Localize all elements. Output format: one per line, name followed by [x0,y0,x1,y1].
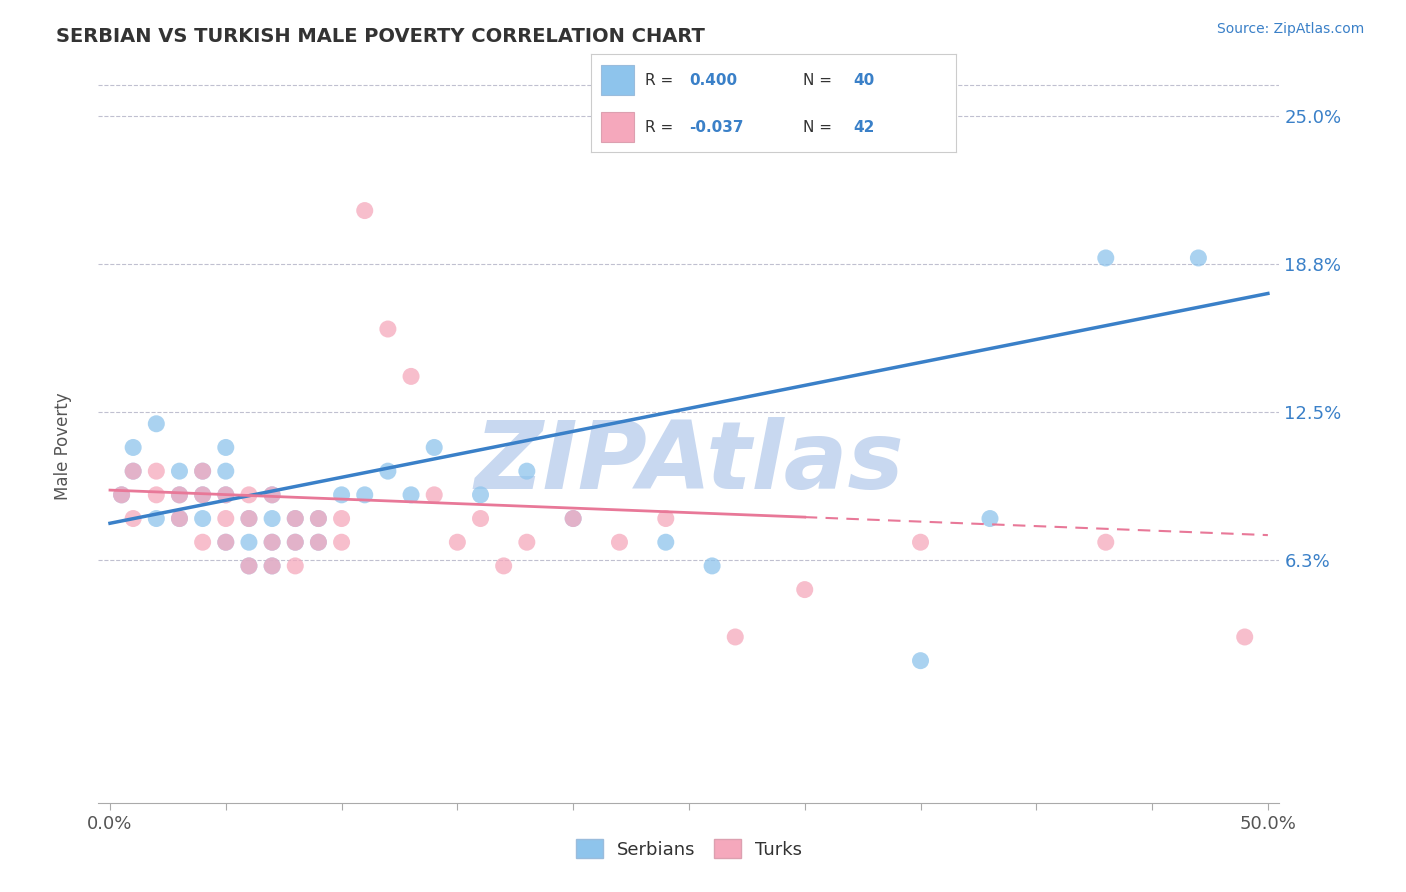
Point [399,369,422,384]
Point [377,322,399,336]
Point [145,488,167,502]
Point [470,488,492,502]
Point [122,511,145,525]
Text: SERBIAN VS TURKISH MALE POVERTY CORRELATION CHART: SERBIAN VS TURKISH MALE POVERTY CORRELAT… [56,27,706,45]
Text: R =: R = [645,72,679,87]
Point [169,488,191,502]
Point [215,535,238,549]
Point [423,441,446,455]
Point [307,535,329,549]
Point [655,535,678,549]
FancyBboxPatch shape [602,112,634,142]
Point [238,535,260,549]
Point [793,582,815,597]
Point [353,203,375,218]
Point [979,511,1001,525]
Point [562,511,585,525]
Point [145,464,167,478]
Point [191,511,214,525]
Point [215,488,238,502]
Point [423,488,446,502]
Point [262,535,284,549]
Point [262,558,284,573]
Point [169,464,191,478]
Text: 0.400: 0.400 [689,72,737,87]
Point [284,535,307,549]
Point [284,558,307,573]
Point [307,535,329,549]
Point [724,630,747,644]
Point [215,511,238,525]
Point [110,488,132,502]
Point [492,558,515,573]
Point [145,511,167,525]
Point [284,535,307,549]
Point [910,535,932,549]
Point [191,488,214,502]
Text: 40: 40 [853,72,875,87]
Point [215,464,238,478]
Point [284,511,307,525]
Point [122,464,145,478]
Point [238,558,260,573]
Point [446,535,468,549]
Text: N =: N = [803,120,837,135]
Point [169,488,191,502]
Point [191,488,214,502]
Point [191,464,214,478]
FancyBboxPatch shape [602,65,634,95]
Point [516,535,538,549]
Point [330,511,353,525]
Point [609,535,631,549]
Text: R =: R = [645,120,679,135]
Point [191,464,214,478]
Point [910,654,932,668]
Point [1233,630,1256,644]
Point [307,511,329,525]
Point [238,511,260,525]
Text: Source: ZipAtlas.com: Source: ZipAtlas.com [1216,22,1364,37]
Point [191,535,214,549]
Point [262,558,284,573]
Point [145,417,167,431]
Point [215,535,238,549]
Text: -0.037: -0.037 [689,120,744,135]
Point [307,511,329,525]
Point [330,488,353,502]
Point [110,488,132,502]
Point [262,511,284,525]
Point [262,488,284,502]
Point [1094,535,1116,549]
Point [377,464,399,478]
Point [284,511,307,525]
Point [1094,251,1116,265]
Point [562,511,585,525]
Point [655,511,678,525]
Point [169,511,191,525]
Text: N =: N = [803,72,837,87]
Text: Male Poverty: Male Poverty [55,392,72,500]
Legend: Serbians, Turks: Serbians, Turks [568,832,810,866]
Text: 42: 42 [853,120,875,135]
Point [169,511,191,525]
Point [516,464,538,478]
Point [215,441,238,455]
Point [238,488,260,502]
Point [470,511,492,525]
Point [262,488,284,502]
Point [122,441,145,455]
Point [353,488,375,502]
Point [700,558,723,573]
Point [330,535,353,549]
Point [1187,251,1209,265]
Point [215,488,238,502]
Point [262,535,284,549]
Point [122,464,145,478]
Point [399,488,422,502]
Point [238,558,260,573]
Text: ZIPAtlas: ZIPAtlas [474,417,904,509]
Point [238,511,260,525]
